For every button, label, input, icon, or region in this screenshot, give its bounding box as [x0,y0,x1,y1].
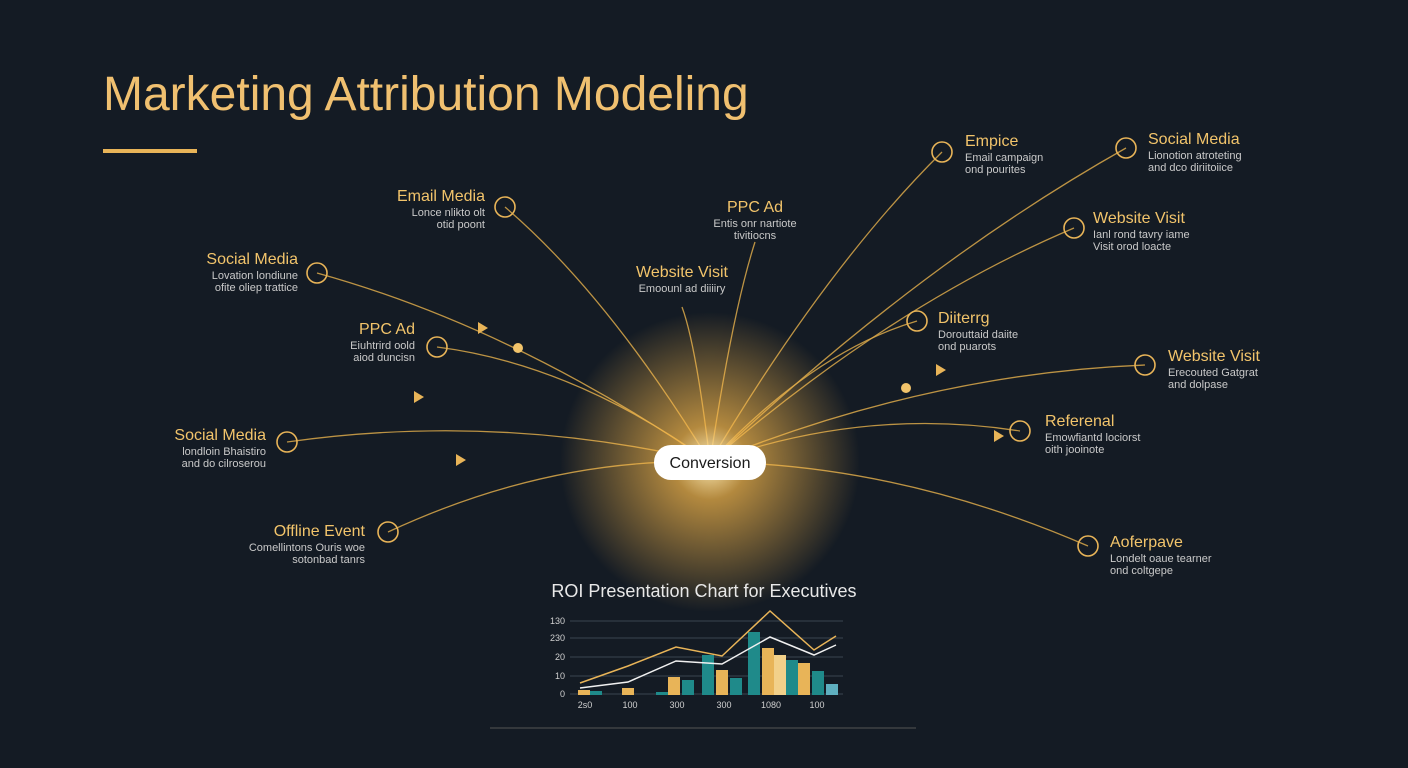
node-desc: Lionotion atroteting [1148,150,1242,162]
node-desc: Ianl rond tavry iame [1093,229,1190,241]
node-desc: oith jooinote [1045,444,1104,456]
node-icon [377,521,399,543]
node-desc: ond coltgepe [1110,565,1173,577]
node-label: Website Visit [1093,210,1185,227]
chart-line [579,636,837,689]
chart-bar [590,691,602,695]
node-icon [1134,354,1156,376]
x-tick-label: 300 [716,700,731,710]
chart-bar [798,663,810,695]
node-desc: and dolpase [1168,379,1228,391]
node-desc: Emowfiantd lociorst [1045,432,1140,444]
node-icon [426,336,448,358]
chart-bar [730,678,742,695]
node-desc: londloin Bhaistiro [182,446,266,458]
chart-bar [578,690,590,695]
x-tick-label: 1080 [761,700,781,710]
node-icon [1063,217,1085,239]
node-desc: and dco diriitoiice [1148,162,1233,174]
dot [901,383,911,393]
y-tick-label: 230 [550,633,565,643]
dot [513,343,523,353]
chart-bar [668,677,680,695]
title-underline [103,149,197,153]
center-label: Conversion [670,455,751,472]
node-desc: otid poont [437,219,485,231]
node-desc: Entis onr nartiote [713,218,796,230]
node-label: Social Media [206,251,298,268]
node-icon [1009,420,1031,442]
y-tick-label: 20 [555,652,565,662]
node-label: Offline Event [274,523,366,540]
node-desc: Lovation londiune [212,270,298,282]
node-desc: Dorouttaid daiite [938,329,1018,341]
x-tick-label: 300 [669,700,684,710]
arrowhead [414,391,424,403]
x-tick-label: 100 [809,700,824,710]
node-label: PPC Ad [727,199,783,216]
arrowhead [478,322,488,334]
chart-bar [716,670,728,695]
node-desc: ond pourites [965,164,1026,176]
node-icon [931,141,953,163]
node-icon [1077,535,1099,557]
chart-bar [826,684,838,695]
node-label: Social Media [1148,131,1240,148]
node-icon [1115,137,1137,159]
chart-bar [762,648,774,695]
node-desc: ond puarots [938,341,997,353]
chart-bar [774,655,786,695]
node-desc: Lonce nlikto olt [412,207,485,219]
node-desc: ofite oliep trattice [215,282,298,294]
center-node [654,445,766,480]
node-desc: Email campaign [965,152,1043,164]
node-icon [306,262,328,284]
node-label: Social Media [174,427,266,444]
chart-bar [812,671,824,695]
title: Marketing Attribution Modeling [103,68,749,121]
chart-bar [786,660,798,695]
chart-bar [748,632,760,695]
arrowhead [456,454,466,466]
node-desc: aiod duncisn [353,352,415,364]
chart-bar [656,692,668,695]
node-desc: Londelt oaue tearner [1110,553,1212,565]
chart-title: ROI Presentation Chart for Executives [551,581,856,601]
node-label: Aoferpave [1110,534,1183,551]
node-desc: Emoounl ad diiiiry [639,283,726,295]
x-tick-label: 2s0 [578,700,593,710]
chart-bar [622,688,634,695]
node-icon [906,310,928,332]
node-label: Website Visit [1168,348,1260,365]
node-icon [276,431,298,453]
node-label: Website Visit [636,264,728,281]
node-label: Email Media [397,188,485,205]
x-tick-label: 100 [622,700,637,710]
node-desc: Erecouted Gatgrat [1168,367,1258,379]
node-desc: Comellintons Ouris woe [249,542,365,554]
y-tick-label: 0 [560,689,565,699]
y-tick-label: 10 [555,671,565,681]
node-desc: Visit orod loacte [1093,241,1171,253]
node-desc: and do cilroserou [182,458,266,470]
chart-line [579,609,837,684]
chart-bar [682,680,694,695]
arrowhead [994,430,1004,442]
arrowhead [936,364,946,376]
node-desc: tivitiocns [734,230,777,242]
chart-bar [702,655,714,695]
node-desc: sotonbad tanrs [292,554,365,566]
node-label: PPC Ad [359,321,415,338]
y-tick-label: 130 [550,616,565,626]
node-icon [494,196,516,218]
node-label: Referenal [1045,413,1114,430]
node-label: Empice [965,133,1018,150]
node-label: Diiterrg [938,310,990,327]
roi-chart: ROI Presentation Chart for Executives 13… [490,581,916,729]
node-desc: Eiuhtrird oold [350,340,415,352]
